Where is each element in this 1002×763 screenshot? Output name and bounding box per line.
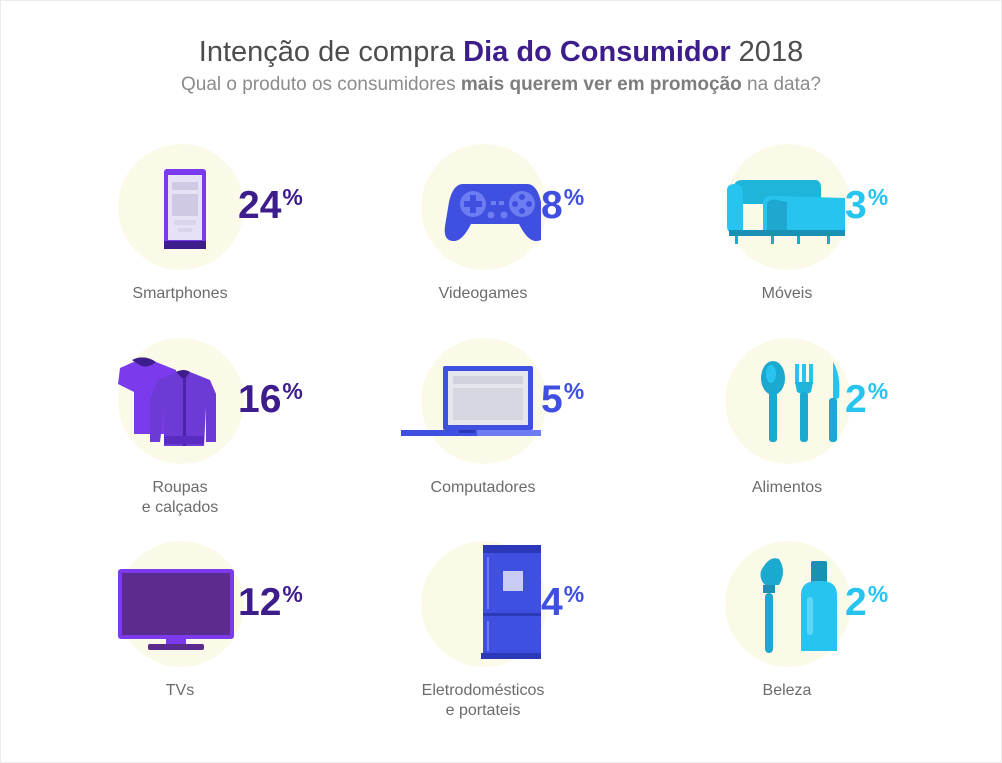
percentage-number: 12	[238, 581, 282, 624]
category-label-alimentos: Alimentos	[751, 479, 823, 496]
percentage-number: 2	[845, 378, 867, 421]
percentage-symbol: %	[563, 378, 585, 404]
percentage-symbol: %	[867, 378, 889, 404]
percentage-value-roupas-e-calcados: 16%	[238, 378, 303, 422]
title-highlight: Dia do Consumidor	[463, 36, 731, 68]
percentage-number: 5	[541, 378, 563, 421]
gamepad-icon	[401, 144, 546, 270]
cutlery-icon	[705, 338, 845, 464]
category-item-smartphones: 24% Smartphones	[0, 144, 303, 344]
page-subtitle: Qual o produto os consumidores mais quer…	[0, 74, 1002, 96]
title-suffix: 2018	[730, 36, 804, 68]
clothes-icon	[98, 338, 238, 464]
sofa-icon	[705, 144, 850, 270]
category-item-alimentos: 2% Alimentos	[607, 338, 907, 538]
percentage-symbol: %	[867, 184, 889, 210]
tv-icon	[98, 541, 238, 667]
percentage-symbol: %	[867, 581, 889, 607]
percentage-value-tvs: 12%	[238, 581, 303, 625]
percentage-number: 24	[238, 184, 282, 227]
percentage-number: 8	[541, 184, 563, 227]
percentage-value-eletrodomesticos-e-portateis: 4%	[541, 581, 584, 625]
percentage-symbol: %	[282, 581, 303, 607]
percentage-number: 2	[845, 581, 867, 624]
percentage-symbol: %	[563, 184, 585, 210]
category-label-roupas-e-calcados: Roupas e calçados	[141, 479, 219, 516]
category-label-videogames: Videogames	[438, 285, 528, 302]
percentage-value-alimentos: 2%	[845, 378, 888, 422]
percentage-number: 4	[541, 581, 563, 624]
category-label-smartphones: Smartphones	[132, 285, 228, 302]
percentage-number: 16	[238, 378, 282, 421]
percentage-value-videogames: 8%	[541, 184, 584, 228]
category-label-computadores: Computadores	[430, 479, 536, 496]
subtitle-highlight: mais querem ver em promoção	[460, 74, 742, 95]
percentage-symbol: %	[282, 184, 303, 210]
fridge-icon	[401, 541, 547, 667]
subtitle-suffix: na data?	[741, 74, 822, 95]
category-item-roupas-e-calcados: 16% Roupas e calçados	[0, 338, 303, 538]
smartphone-icon	[98, 144, 238, 270]
category-item-videogames: 8% Videogames	[303, 144, 603, 344]
title-prefix: Intenção de compra	[198, 36, 464, 68]
category-item-moveis: 3% Móveis	[607, 144, 907, 344]
percentage-symbol: %	[563, 581, 585, 607]
category-label-beleza: Beleza	[762, 682, 812, 699]
page-title: Intenção de compra Dia do Consumidor 201…	[0, 36, 1002, 69]
laptop-icon	[399, 338, 543, 464]
cosmetics-icon	[705, 541, 845, 667]
category-item-beleza: 2% Beleza	[607, 541, 907, 741]
category-item-tvs: 12% TVs	[0, 541, 303, 741]
percentage-value-smartphones: 24%	[238, 184, 303, 228]
subtitle-prefix: Qual o produto os consumidores	[180, 74, 461, 95]
percentage-value-beleza: 2%	[845, 581, 888, 625]
percentage-number: 3	[845, 184, 867, 227]
category-item-eletrodomesticos-e-portateis: 4% Eletrodomésticos e portateis	[303, 541, 603, 741]
percentage-value-moveis: 3%	[845, 184, 888, 228]
category-label-moveis: Móveis	[761, 285, 813, 302]
category-item-computadores: 5% Computadores	[303, 338, 603, 538]
category-label-tvs: TVs	[165, 682, 195, 699]
percentage-value-computadores: 5%	[541, 378, 584, 422]
percentage-symbol: %	[282, 378, 303, 404]
category-label-eletrodomesticos-e-portateis: Eletrodomésticos e portateis	[421, 682, 545, 719]
